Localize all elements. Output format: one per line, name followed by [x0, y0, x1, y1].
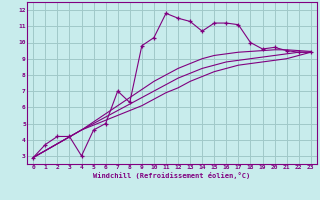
X-axis label: Windchill (Refroidissement éolien,°C): Windchill (Refroidissement éolien,°C): [93, 172, 251, 179]
